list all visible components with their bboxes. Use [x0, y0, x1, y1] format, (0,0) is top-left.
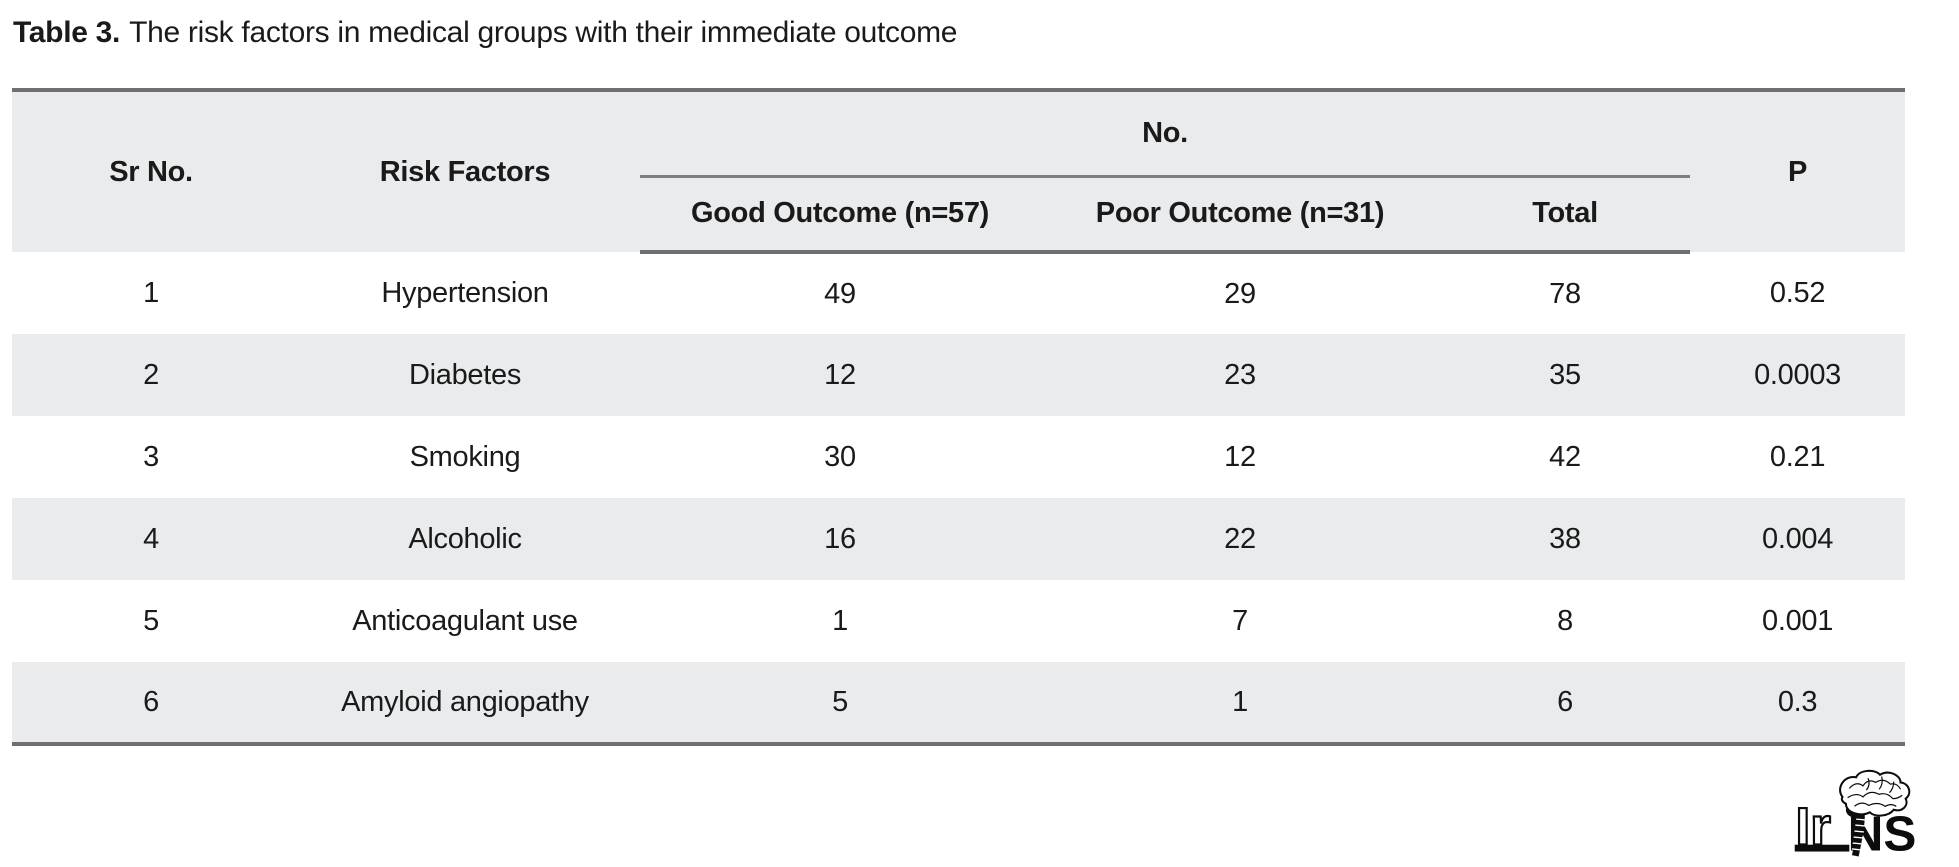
cell-p-value: 0.001 [1761, 604, 1834, 637]
table-row: 1 Hypertension 49 29 78 0.52 [12, 252, 1906, 334]
table-row: 3 Smoking 30 12 42 0.21 [12, 416, 1906, 498]
cell-good-outcome: 49 [824, 277, 856, 310]
cell-total: 8 [1557, 604, 1573, 637]
cell-risk-factor: Smoking [409, 440, 521, 473]
cell-sr-no: 3 [143, 440, 159, 473]
brain-gyri-lines [1847, 776, 1903, 808]
cell-good-outcome: 5 [640, 662, 1040, 746]
cell-poor-outcome: 29 [1224, 277, 1256, 310]
cell-sr-no: 4 [143, 522, 159, 555]
table-row: 6 Amyloid angiopathy 5 1 6 0.3 [12, 662, 1906, 746]
col-header-total: Total [1440, 176, 1691, 254]
risk-factors-table: Sr No. Risk Factors No. P Good Outcome (… [12, 88, 1906, 746]
cell-sr-no: 6 [12, 662, 290, 746]
cell-p-value: 0.21 [1769, 440, 1826, 473]
journal-logo: NS Ir [1793, 769, 1921, 859]
cell-good-outcome: 12 [824, 358, 856, 391]
logo-baseline-bar [1794, 844, 1850, 852]
cell-poor-outcome: 23 [1224, 358, 1256, 391]
table-header: Sr No. Risk Factors No. P Good Outcome (… [12, 90, 1906, 254]
table-caption-text: The risk factors in medical groups with … [129, 16, 958, 49]
cell-p-value: 0.004 [1761, 522, 1834, 555]
table-caption-label: Table 3. [13, 16, 121, 49]
logo-ir-text: Ir [1796, 798, 1831, 857]
cell-p-value: 0.3 [1690, 662, 1906, 746]
col-header-good-outcome: Good Outcome (n=57) [640, 176, 1040, 254]
cell-sr-no: 2 [143, 358, 159, 391]
table-row: 4 Alcoholic 16 22 38 0.004 [12, 498, 1906, 580]
col-header-no-group: No. [640, 90, 1691, 178]
table-body: 1 Hypertension 49 29 78 0.52 2 Diabetes … [12, 252, 1906, 746]
col-header-risk-factors: Risk Factors [290, 90, 640, 252]
table-caption: Table 3. The risk factors in medical grou… [13, 16, 958, 50]
cell-good-outcome: 16 [824, 522, 856, 555]
cell-poor-outcome: 7 [1232, 604, 1248, 637]
cell-risk-factor: Alcoholic [408, 522, 522, 555]
cell-sr-no: 1 [143, 276, 159, 309]
cell-p-value: 0.0003 [1754, 358, 1841, 391]
cell-total: 42 [1549, 440, 1581, 473]
col-header-sr-no: Sr No. [12, 90, 290, 252]
cell-risk-factor: Amyloid angiopathy [290, 662, 640, 746]
cell-risk-factor: Anticoagulant use [352, 604, 578, 637]
header-row-sub: Good Outcome (n=57) Poor Outcome (n=31) … [12, 176, 1905, 254]
header-row-group: Sr No. Risk Factors No. P [12, 90, 1906, 252]
cell-total: 6 [1440, 662, 1691, 746]
cell-risk-factor: Diabetes [408, 358, 522, 391]
cell-total: 78 [1549, 277, 1581, 310]
col-header-p: P [1690, 90, 1906, 252]
cell-total: 35 [1549, 358, 1581, 391]
table-row: 5 Anticoagulant use 1 7 8 0.001 [12, 580, 1906, 662]
cell-poor-outcome: 1 [1040, 662, 1440, 746]
cell-sr-no: 5 [143, 604, 159, 637]
cell-poor-outcome: 12 [1224, 440, 1256, 473]
cell-p-value: 0.52 [1769, 276, 1826, 309]
table-row: 2 Diabetes 12 23 35 0.0003 [12, 334, 1906, 416]
spine-vertebrae-lines [1851, 818, 1866, 851]
brain-spine-logo-icon: NS Ir [1794, 769, 1916, 859]
cell-risk-factor: Hypertension [381, 276, 549, 309]
cell-good-outcome: 30 [824, 440, 856, 473]
cell-poor-outcome: 22 [1224, 522, 1256, 555]
cell-good-outcome: 1 [832, 604, 848, 637]
col-header-poor-outcome: Poor Outcome (n=31) [1040, 176, 1440, 254]
cell-total: 38 [1549, 522, 1581, 555]
